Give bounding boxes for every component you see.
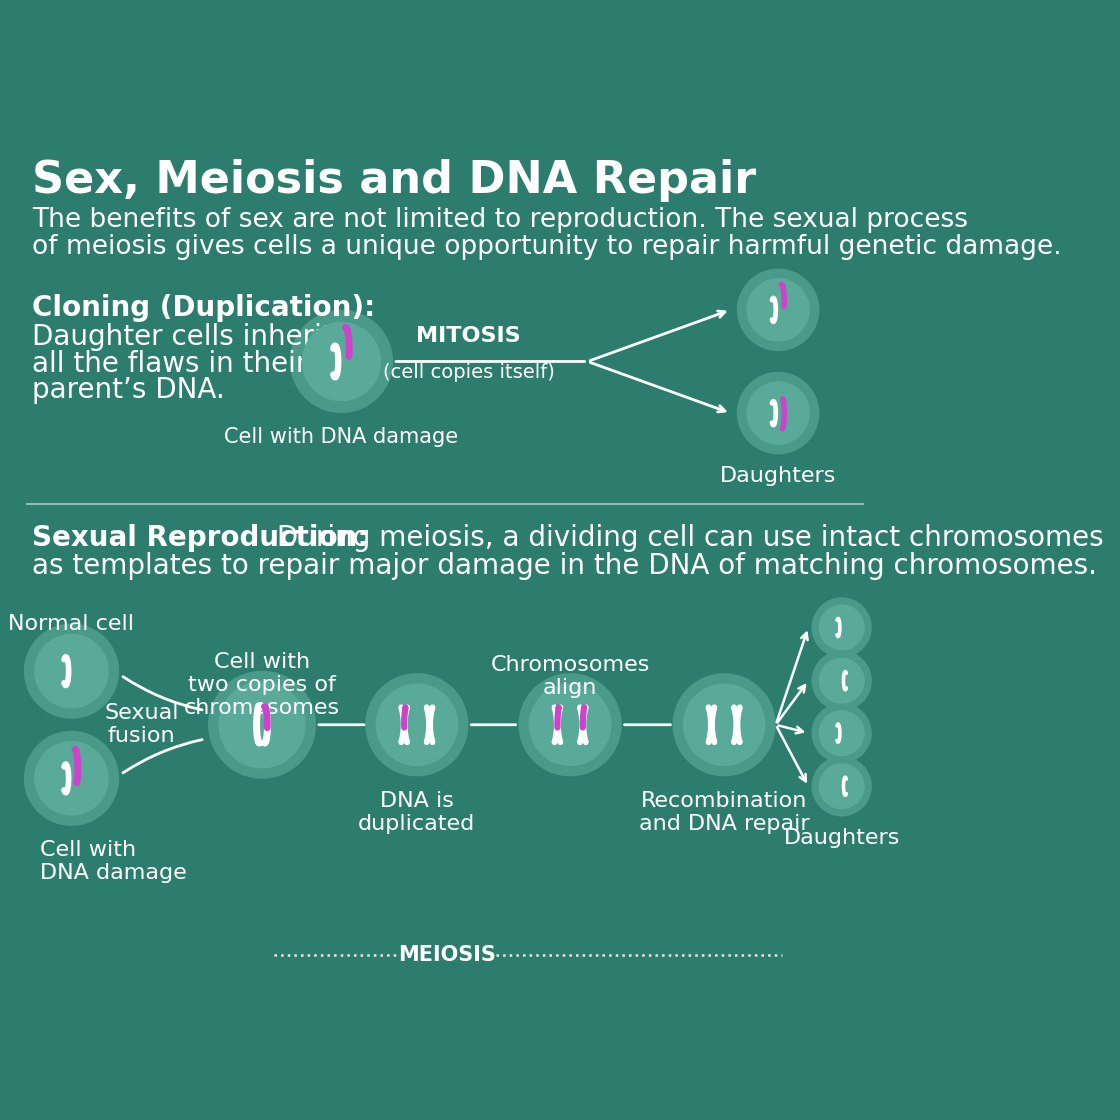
Circle shape [812, 703, 871, 763]
Circle shape [208, 671, 316, 778]
Circle shape [737, 269, 820, 352]
Text: Cell with
two copies of
chromosomes: Cell with two copies of chromosomes [184, 652, 340, 718]
Circle shape [34, 741, 109, 815]
Circle shape [683, 683, 765, 766]
Ellipse shape [529, 741, 612, 765]
Circle shape [301, 321, 381, 401]
Circle shape [737, 372, 820, 455]
Text: all the flaws in their: all the flaws in their [31, 349, 307, 377]
Text: (cell copies itself): (cell copies itself) [383, 363, 554, 382]
Circle shape [672, 673, 776, 776]
Circle shape [24, 624, 119, 719]
Text: Cell with DNA damage: Cell with DNA damage [224, 427, 458, 447]
Circle shape [529, 683, 612, 766]
Circle shape [375, 683, 458, 766]
Text: Normal cell: Normal cell [9, 614, 134, 634]
Circle shape [34, 634, 109, 709]
Circle shape [519, 673, 622, 776]
Text: During meiosis, a dividing cell can use intact chromosomes: During meiosis, a dividing cell can use … [269, 524, 1104, 552]
Circle shape [812, 597, 871, 657]
Text: MEIOSIS: MEIOSIS [398, 945, 496, 965]
Circle shape [812, 756, 871, 816]
Text: Sex, Meiosis and DNA Repair: Sex, Meiosis and DNA Repair [31, 159, 756, 202]
Ellipse shape [300, 379, 383, 401]
Text: MITOSIS: MITOSIS [417, 326, 521, 346]
Text: Sexual Reproduction:: Sexual Reproduction: [31, 524, 368, 552]
Text: parent’s DNA.: parent’s DNA. [31, 376, 224, 404]
Circle shape [819, 710, 865, 756]
Text: Chromosomes
align: Chromosomes align [491, 655, 650, 698]
Text: DNA is
duplicated: DNA is duplicated [358, 791, 476, 834]
Ellipse shape [818, 796, 866, 810]
Ellipse shape [818, 743, 866, 756]
Text: Daughters: Daughters [784, 828, 899, 848]
Circle shape [218, 681, 306, 768]
Circle shape [746, 381, 810, 445]
Ellipse shape [218, 743, 306, 766]
Circle shape [819, 763, 865, 810]
Circle shape [812, 651, 871, 711]
Ellipse shape [818, 637, 866, 651]
Circle shape [746, 278, 810, 342]
Text: Sexual
fusion: Sexual fusion [104, 703, 178, 746]
Text: Cell with
DNA damage: Cell with DNA damage [39, 840, 186, 884]
Text: Recombination
and DNA repair: Recombination and DNA repair [638, 791, 810, 834]
Ellipse shape [375, 741, 458, 765]
Circle shape [365, 673, 468, 776]
Circle shape [819, 657, 865, 703]
Text: Daughter cells inherit: Daughter cells inherit [31, 324, 333, 352]
Ellipse shape [745, 427, 811, 445]
Text: The benefits of sex are not limited to reproduction. The sexual process: The benefits of sex are not limited to r… [31, 207, 968, 233]
Text: as templates to repair major damage in the DNA of matching chromosomes.: as templates to repair major damage in t… [31, 552, 1096, 580]
Text: Cloning (Duplication):: Cloning (Duplication): [31, 293, 375, 321]
Circle shape [290, 310, 393, 413]
Text: Daughters: Daughters [720, 466, 837, 486]
Ellipse shape [745, 324, 811, 342]
Ellipse shape [683, 741, 765, 765]
Ellipse shape [818, 691, 866, 704]
Ellipse shape [34, 794, 110, 815]
Circle shape [819, 605, 865, 651]
Ellipse shape [34, 687, 110, 708]
Circle shape [24, 730, 119, 827]
Text: of meiosis gives cells a unique opportunity to repair harmful genetic damage.: of meiosis gives cells a unique opportun… [31, 234, 1062, 261]
